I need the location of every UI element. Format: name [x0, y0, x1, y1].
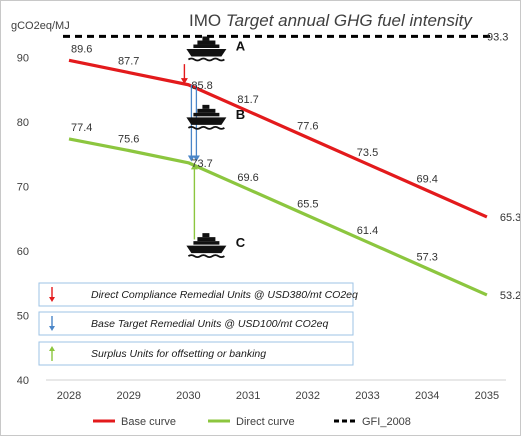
info-box: Base Target Remedial Units @ USD100/mt C…	[38, 311, 354, 336]
info-box-arrow-head	[49, 297, 55, 302]
y-tick-label: 80	[17, 117, 29, 129]
x-tick-label: 2031	[236, 390, 260, 402]
chart-title-italic: Target annual GHG fuel intensity	[226, 11, 474, 30]
legend-label: Base curve	[121, 416, 176, 428]
info-box: Surplus Units for offsetting or banking	[38, 341, 354, 366]
ship-label-b: B	[236, 107, 245, 122]
info-box-arrow-head	[49, 346, 55, 351]
data-label-base-curve: 81.7	[237, 94, 258, 106]
y-tick-label: 40	[17, 375, 29, 387]
ship-icon-c	[186, 233, 227, 259]
data-label-direct-curve: 65.5	[297, 199, 318, 211]
legend-label: GFI_2008	[362, 416, 411, 428]
x-tick-label: 2033	[355, 390, 379, 402]
data-label-base-curve: 77.6	[297, 121, 318, 133]
info-box-text: Direct Compliance Remedial Units @ USD38…	[91, 289, 358, 301]
ship-label-a: A	[236, 39, 246, 54]
data-label-base-curve: 69.4	[416, 173, 437, 185]
data-label-direct-curve: 61.4	[357, 225, 378, 237]
info-box-arrow-head	[49, 326, 55, 331]
data-label-base-curve: 87.7	[118, 56, 139, 68]
info-box: Direct Compliance Remedial Units @ USD38…	[38, 282, 358, 307]
y-tick-label: 60	[17, 246, 29, 258]
ship-icon-b	[186, 104, 227, 130]
y-axis-unit-label: gCO2eq/MJ	[11, 20, 70, 32]
series-line-base-curve	[68, 58, 488, 219]
x-tick-label: 2034	[415, 390, 439, 402]
data-label-direct-curve: 57.3	[416, 251, 437, 263]
gfi-value-label: 93.3	[487, 31, 508, 43]
x-tick-label: 2030	[176, 390, 200, 402]
data-label-base-curve: 89.6	[71, 43, 92, 55]
x-tick-label: 2029	[116, 390, 140, 402]
legend-label: Direct curve	[236, 416, 295, 428]
info-box-text: Base Target Remedial Units @ USD100/mt C…	[91, 318, 328, 330]
data-label-direct-curve: 69.6	[237, 172, 258, 184]
legend-item: Direct curve	[208, 416, 295, 428]
data-label-direct-curve: 77.4	[71, 122, 92, 134]
chart-title-prefix: IMO	[189, 11, 226, 30]
y-tick-label: 50	[17, 311, 29, 323]
ship-icon-a	[186, 36, 227, 62]
remedial-blue-arrow-2-head	[192, 155, 200, 162]
data-label-direct-curve: 75.6	[118, 134, 139, 146]
remedial-blue-arrow-1-head	[187, 155, 195, 162]
x-tick-label: 2035	[475, 390, 499, 402]
legend-item: GFI_2008	[334, 416, 411, 428]
data-label-base-curve: 73.5	[357, 147, 378, 159]
x-tick-label: 2032	[296, 390, 320, 402]
y-tick-label: 70	[17, 182, 29, 194]
remedial-red-arrow-head	[180, 78, 188, 85]
chart-title: IMO Target annual GHG fuel intensity	[189, 11, 473, 30]
info-box-text: Surplus Units for offsetting or banking	[91, 348, 266, 360]
x-tick-label: 2028	[57, 390, 81, 402]
data-label-base-curve: 85.8	[191, 80, 212, 92]
legend-item: Base curve	[93, 416, 176, 428]
series-line-direct-curve	[68, 137, 488, 297]
ship-label-c: C	[236, 235, 246, 250]
data-label-direct-curve: 73.7	[191, 158, 212, 170]
y-tick-label: 90	[17, 53, 29, 65]
data-label-direct-curve: 53.2	[500, 290, 520, 302]
surplus-green-arrow-head	[190, 163, 198, 170]
data-label-base-curve: 65.3	[500, 212, 520, 224]
